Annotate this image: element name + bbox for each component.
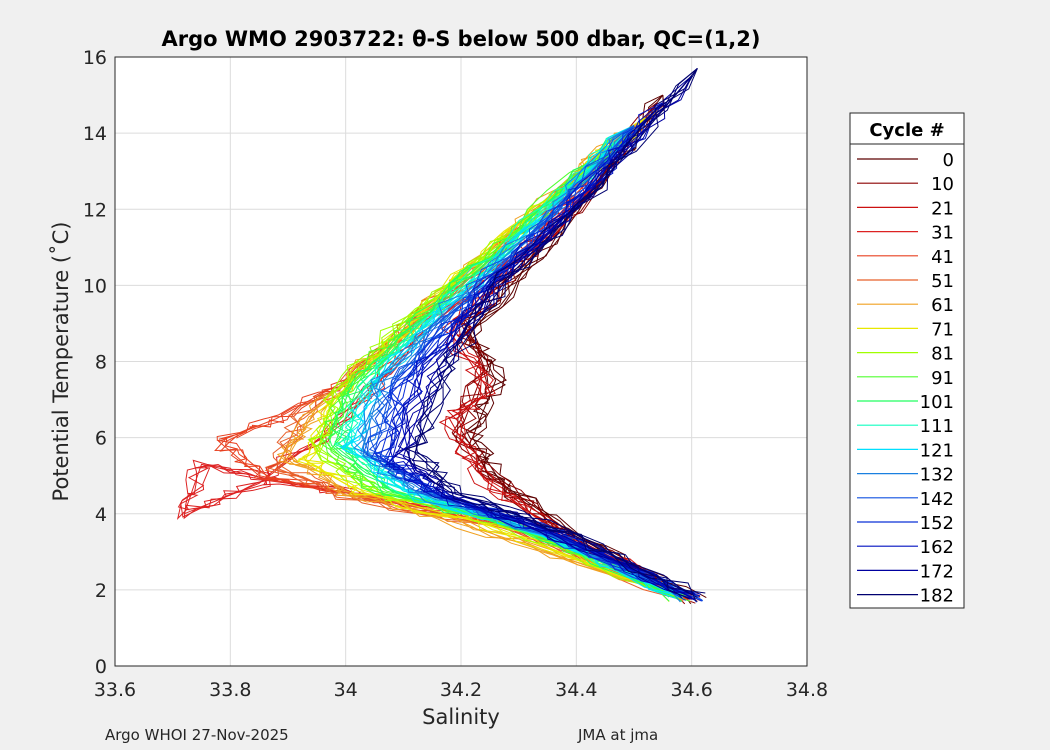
x-tick-label: 34 [334, 679, 358, 701]
y-tick-label: 2 [95, 580, 107, 602]
legend-entry: 111 [920, 416, 954, 437]
chart-title: Argo WMO 2903722: θ-S below 500 dbar, QC… [162, 27, 761, 51]
series-line-cycle-121 [342, 125, 676, 599]
legend-entry: 61 [931, 295, 954, 316]
legend-entry: 121 [920, 440, 954, 461]
series-line-cycle-182 [404, 68, 698, 602]
legend-box [849, 112, 965, 609]
legend-entry: 182 [920, 586, 954, 607]
legend-entry: 152 [920, 513, 954, 534]
y-tick-label: 16 [83, 47, 107, 69]
x-tick-label: 33.8 [209, 679, 251, 701]
plot-frame [114, 56, 808, 667]
legend-entry: 91 [931, 368, 954, 389]
series-line-cycle-182 [405, 68, 698, 600]
y-tick-label: 12 [83, 199, 107, 221]
legend: Cycle # 0 10 21 31 41 51 61 71 81 91 101 111 121 132 14… [849, 112, 965, 609]
x-axis-label: Salinity [422, 705, 500, 729]
x-tick-label: 34.2 [440, 679, 482, 701]
legend-entry: 0 [943, 150, 954, 171]
legend-title: Cycle # [869, 120, 944, 141]
legend-entry: 21 [931, 198, 954, 219]
series-line-cycle-61 [278, 102, 685, 600]
x-tick-label: 34.8 [786, 679, 828, 701]
footer-right: JMA at jma [578, 726, 659, 744]
y-tick-label: 4 [95, 504, 107, 526]
x-tick-label: 34.4 [555, 679, 597, 701]
legend-entry: 71 [931, 319, 954, 340]
y-axis-label: Potential Temperature (˚C) [49, 222, 73, 502]
y-tick-label: 6 [95, 428, 107, 450]
legend-entry: 132 [920, 465, 954, 486]
legend-entry: 41 [931, 247, 954, 268]
legend-entry: 31 [931, 223, 954, 244]
legend-entry: 162 [920, 537, 954, 558]
series-line-cycle-172 [394, 75, 693, 599]
legend-entry: 81 [931, 344, 954, 365]
legend-entry: 172 [920, 561, 954, 582]
series-line-cycle-121 [347, 125, 683, 598]
y-tick-label: 8 [95, 352, 107, 374]
legend-entry: 51 [931, 271, 954, 292]
series-line-cycle-172 [393, 75, 694, 595]
y-tick-label: 0 [95, 656, 107, 678]
y-tick-label: 14 [83, 123, 107, 145]
x-tick-label: 33.6 [94, 679, 136, 701]
footer-left: Argo WHOI 27-Nov-2025 [105, 726, 289, 744]
legend-entry: 101 [920, 392, 954, 413]
x-tick-label: 34.6 [671, 679, 713, 701]
y-tick-label: 10 [83, 275, 107, 297]
legend-entry: 142 [920, 489, 954, 510]
legend-entry: 10 [931, 174, 954, 195]
